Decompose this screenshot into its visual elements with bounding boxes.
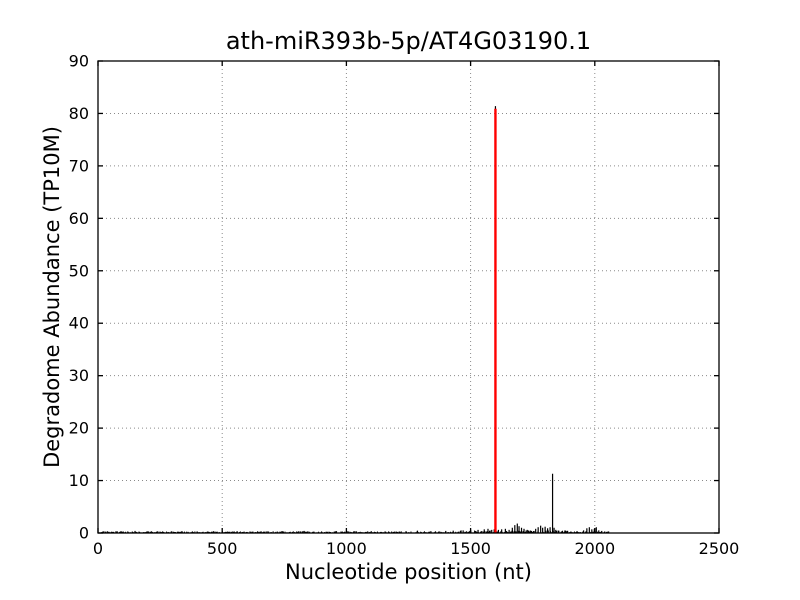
y-tick-label: 0 (79, 524, 89, 543)
y-tick-label: 20 (69, 419, 89, 438)
x-tick-label: 0 (93, 539, 103, 558)
y-tick-label: 30 (69, 366, 89, 385)
x-axis-label: Nucleotide position (nt) (285, 560, 532, 584)
y-tick-label: 50 (69, 261, 89, 280)
x-tick-label: 2000 (574, 539, 615, 558)
x-tick-label: 1000 (326, 539, 367, 558)
x-tick-label: 2500 (699, 539, 740, 558)
y-tick-label: 40 (69, 314, 89, 333)
y-tick-label: 10 (69, 471, 89, 490)
axes-frame (97, 60, 720, 534)
chart-title: ath-miR393b-5p/AT4G03190.1 (225, 27, 592, 55)
y-tick-label: 70 (69, 156, 89, 175)
y-tick-label: 60 (69, 209, 89, 228)
y-tick-label: 90 (69, 52, 89, 71)
x-tick-label: 500 (207, 539, 238, 558)
x-tick-label: 1500 (450, 539, 491, 558)
y-tick-label: 80 (69, 104, 89, 123)
